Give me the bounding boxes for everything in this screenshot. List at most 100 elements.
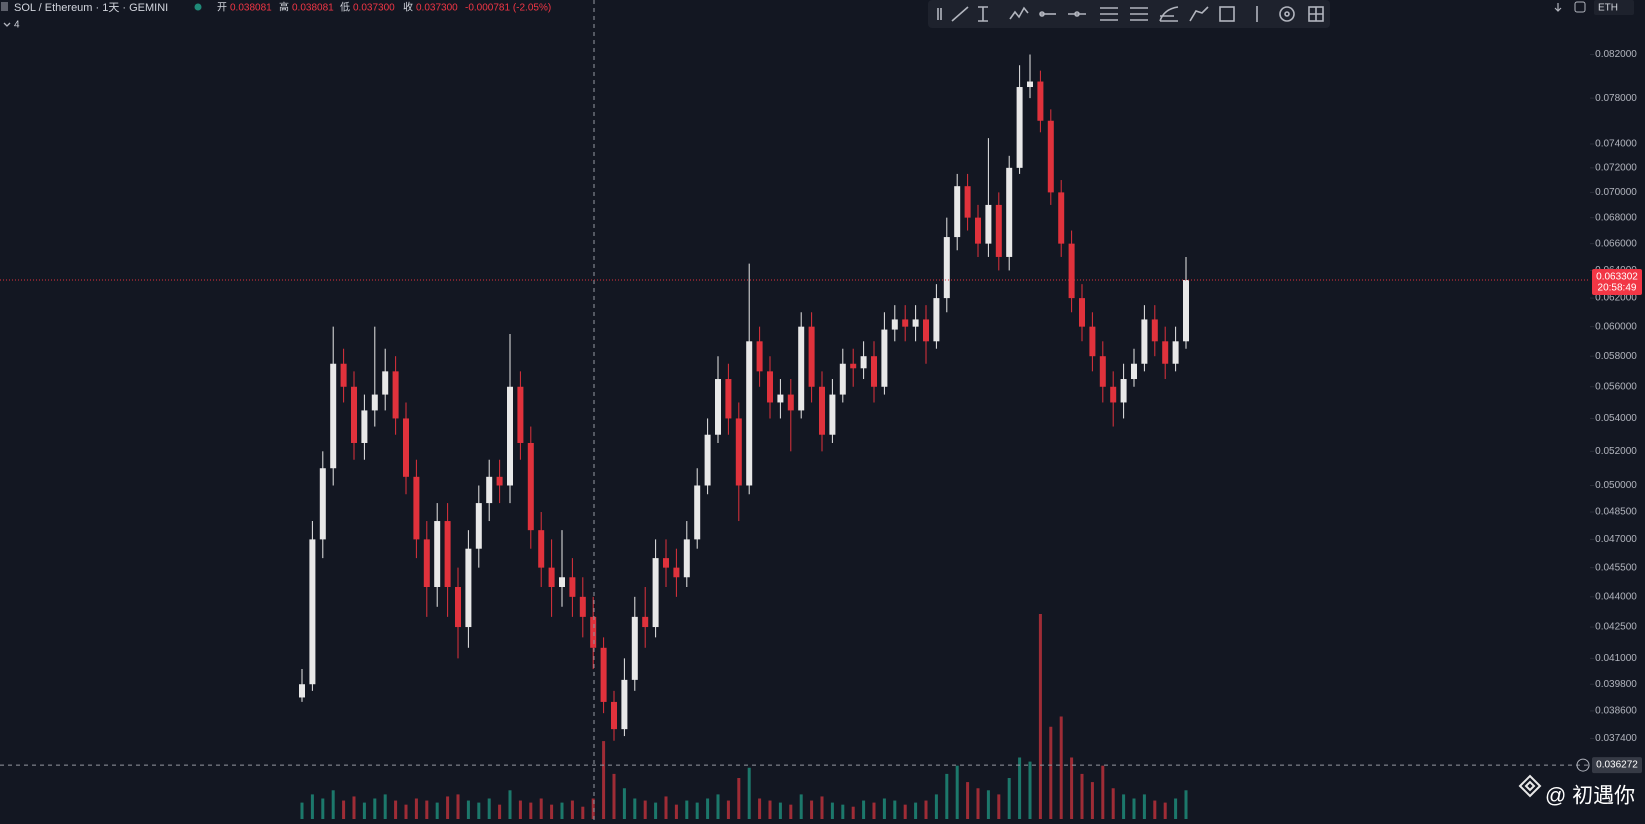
volume-bar xyxy=(945,773,949,819)
y-tick-label: 0.068000 xyxy=(1595,212,1637,223)
y-tick-label: 0.066000 xyxy=(1595,238,1637,249)
candle-body xyxy=(912,319,919,327)
candle-body xyxy=(1027,81,1033,88)
volume-bar xyxy=(1090,782,1094,819)
toolbar-bg xyxy=(928,0,1330,28)
volume-bar xyxy=(342,800,346,819)
watermark-text: @ 初遇你 xyxy=(1545,785,1635,808)
volume-bar xyxy=(477,802,481,819)
candle-body xyxy=(871,356,877,387)
y-tick-label: 0.044000 xyxy=(1595,591,1637,602)
y-tick-label: 0.056000 xyxy=(1595,381,1637,392)
candle-body xyxy=(975,217,981,244)
candle-body xyxy=(590,616,597,648)
volume-bar xyxy=(695,802,699,819)
indicator-count[interactable]: 4 xyxy=(14,20,20,31)
candle-body xyxy=(995,204,1002,257)
y-tick-label: 0.052000 xyxy=(1595,446,1637,457)
volume-bar xyxy=(612,773,616,819)
candle-body xyxy=(787,394,794,411)
candle-body xyxy=(330,363,337,469)
candle-body xyxy=(642,616,649,628)
candle-body xyxy=(860,356,867,369)
volume-bar xyxy=(768,800,772,819)
currency-box[interactable] xyxy=(1594,0,1634,15)
candle-body xyxy=(1058,192,1065,244)
volume-bar xyxy=(550,804,554,819)
candle-body xyxy=(798,326,805,411)
volume-bar xyxy=(1111,788,1115,819)
candle-body xyxy=(527,442,534,531)
volume-bar xyxy=(1122,794,1126,819)
volume-bar xyxy=(529,802,533,819)
download-icon[interactable] xyxy=(1554,3,1562,12)
volume-bar xyxy=(737,778,741,819)
candle-body xyxy=(340,363,347,387)
candle-body xyxy=(559,577,565,587)
candle-body xyxy=(881,329,888,387)
volume-bar xyxy=(1049,726,1053,819)
candle-body xyxy=(964,186,971,218)
volume-bar xyxy=(976,788,980,819)
candle-body xyxy=(486,476,493,504)
collapse-icon[interactable] xyxy=(3,22,11,27)
volume-bar xyxy=(1101,765,1105,819)
candle-body xyxy=(704,434,711,486)
candle-body xyxy=(715,379,721,435)
y-tick-label: 0.082000 xyxy=(1595,49,1637,60)
legend-value: 0.037300 xyxy=(416,3,458,14)
y-tick-label: 0.078000 xyxy=(1595,93,1637,104)
candle-body xyxy=(392,371,399,419)
y-tick-label: 0.037400 xyxy=(1595,733,1637,744)
volume-bar xyxy=(581,806,585,819)
candle-body xyxy=(1079,298,1085,327)
volume-bar xyxy=(331,790,335,819)
volume-bar xyxy=(986,790,990,819)
candle-body xyxy=(1089,326,1096,357)
y-tick-label: 0.074000 xyxy=(1595,139,1637,150)
toolbar-icons[interactable] xyxy=(937,6,1324,22)
candle-body xyxy=(673,567,680,578)
volume-bar xyxy=(498,804,502,819)
volume-bar xyxy=(508,790,512,819)
refresh-icon[interactable] xyxy=(1574,1,1586,13)
volume-bar xyxy=(872,802,876,819)
candle-body xyxy=(1016,87,1023,168)
legend-label: 低 xyxy=(340,1,350,14)
volume-bar xyxy=(1028,761,1032,819)
candle-body xyxy=(1047,120,1054,193)
volume-bar xyxy=(487,798,491,819)
volume-bar xyxy=(1038,614,1042,819)
volume-bar xyxy=(1184,790,1188,819)
volume-bar xyxy=(466,800,470,819)
candle-body xyxy=(444,521,451,587)
volume-bar xyxy=(1174,798,1178,819)
candle-body xyxy=(923,319,929,342)
top-right-controls: ETH xyxy=(1554,0,1634,15)
volume-bar xyxy=(394,800,398,819)
countdown: 20:58:49 xyxy=(1598,283,1637,294)
legend-label: 高 xyxy=(279,1,289,14)
candle-body xyxy=(351,386,357,443)
candle-body xyxy=(569,577,576,597)
volume-bar xyxy=(654,802,658,819)
candle-body xyxy=(954,186,961,238)
volume-bar xyxy=(685,800,689,819)
volume-bar xyxy=(830,802,834,819)
candle-body xyxy=(319,468,326,540)
volume-bar xyxy=(882,798,886,819)
currency[interactable]: ETH xyxy=(1598,3,1618,14)
volume-layer xyxy=(300,614,1188,819)
candle-body xyxy=(548,567,555,587)
legend-value: 0.038081 xyxy=(230,3,272,14)
candle-body xyxy=(1120,379,1127,403)
candle-body xyxy=(507,386,513,486)
candle-body xyxy=(475,503,482,549)
candle-body xyxy=(829,394,836,435)
volume-bar xyxy=(893,800,897,819)
candle-body xyxy=(902,319,909,327)
candle-body xyxy=(403,418,409,477)
candle-body xyxy=(735,418,742,486)
y-tick-label: 0.038600 xyxy=(1595,706,1637,717)
volume-bar xyxy=(851,806,855,819)
